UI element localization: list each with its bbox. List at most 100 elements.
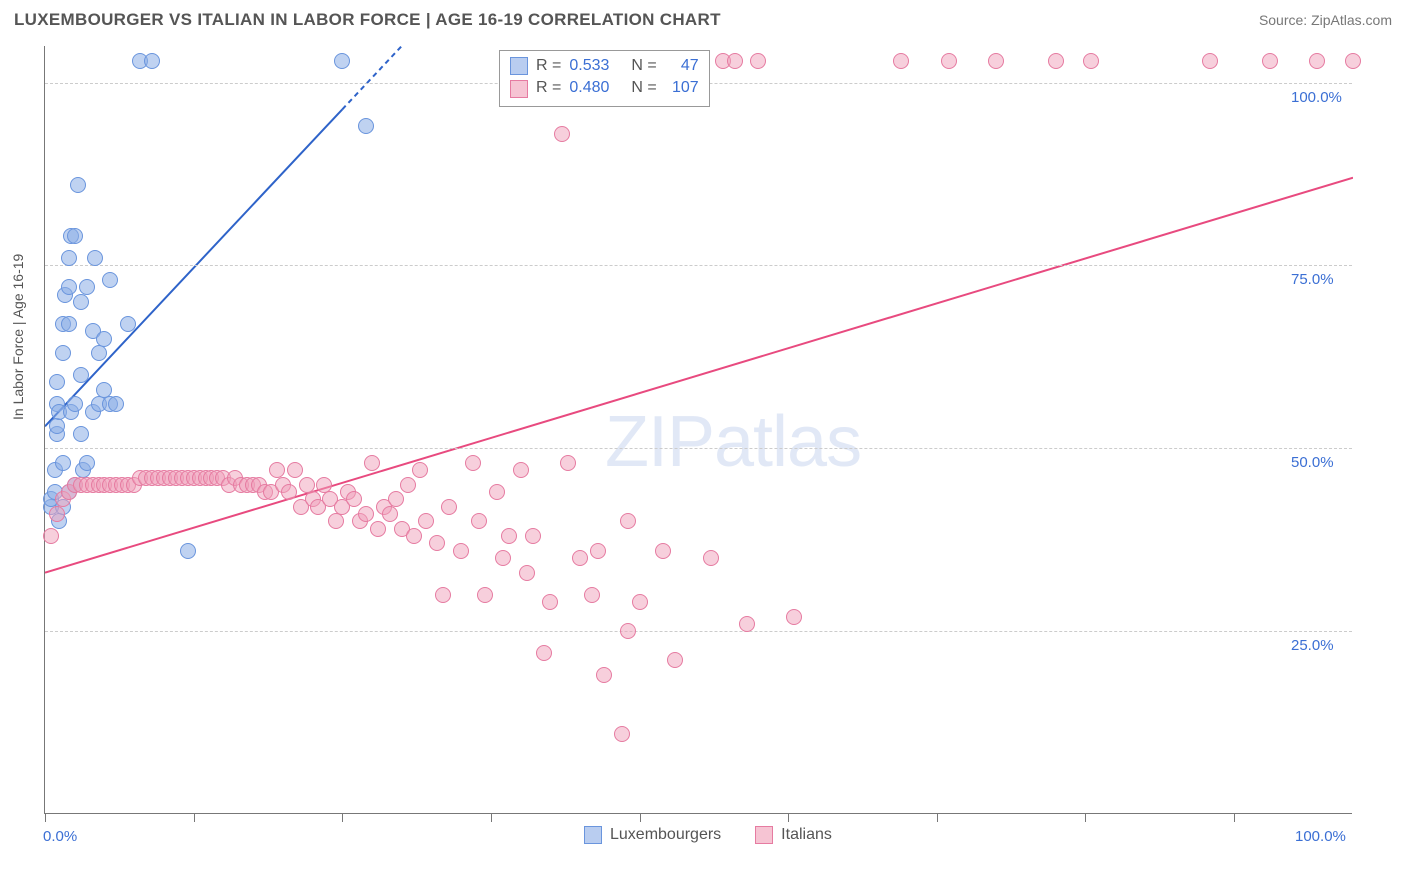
data-point [120,316,136,332]
data-point [49,418,65,434]
data-point [364,455,380,471]
data-point [560,455,576,471]
data-point [55,345,71,361]
data-point [596,667,612,683]
data-point [370,521,386,537]
data-point [727,53,743,69]
data-point [73,294,89,310]
y-tick-label: 100.0% [1291,89,1342,106]
data-point [453,543,469,559]
data-point [429,535,445,551]
n-value: 47 [665,55,699,77]
data-point [412,462,428,478]
data-point [435,587,451,603]
legend-item: Luxembourgers [584,826,721,844]
data-point [281,484,297,500]
data-point [79,455,95,471]
n-value: 107 [665,77,699,99]
legend-swatch [755,826,773,844]
data-point [471,513,487,529]
data-point [667,652,683,668]
y-tick-label: 75.0% [1291,271,1334,288]
data-point [525,528,541,544]
data-point [96,382,112,398]
x-tick [491,813,492,822]
data-point [96,331,112,347]
data-point [382,506,398,522]
data-point [87,250,103,266]
n-label: N = [631,77,656,99]
data-point [703,550,719,566]
data-point [406,528,422,544]
x-tick [937,813,938,822]
data-point [1262,53,1278,69]
data-point [786,609,802,625]
data-point [346,491,362,507]
data-point [614,726,630,742]
data-point [73,426,89,442]
data-point [61,250,77,266]
data-point [108,396,124,412]
data-point [441,499,457,515]
x-tick [194,813,195,822]
data-point [67,396,83,412]
y-axis-label: In Labor Force | Age 16-19 [10,254,26,420]
data-point [49,374,65,390]
legend-stat-row: R = 0.533 N = 47 [510,55,699,77]
data-point [572,550,588,566]
data-point [554,126,570,142]
data-point [620,623,636,639]
gridline [45,448,1352,449]
data-point [102,272,118,288]
data-point [328,513,344,529]
r-value: 0.480 [569,77,623,99]
data-point [61,279,77,295]
data-point [180,543,196,559]
legend-stats: R = 0.533 N = 47R = 0.480 N = 107 [499,50,710,107]
data-point [1202,53,1218,69]
data-point [1048,53,1064,69]
data-point [418,513,434,529]
data-point [1309,53,1325,69]
legend-item: Italians [755,826,832,844]
data-point [316,477,332,493]
data-point [750,53,766,69]
data-point [49,506,65,522]
n-label: N = [631,55,656,77]
data-point [400,477,416,493]
data-point [61,316,77,332]
data-point [388,491,404,507]
y-tick-label: 25.0% [1291,637,1334,654]
x-tick [1234,813,1235,822]
data-point [542,594,558,610]
data-point [513,462,529,478]
data-point [465,455,481,471]
data-point [739,616,755,632]
data-point [358,118,374,134]
x-axis-label-right: 100.0% [1295,828,1346,845]
data-point [67,228,83,244]
data-point [584,587,600,603]
data-point [590,543,606,559]
legend-swatch [510,57,528,75]
legend-label: Luxembourgers [610,826,721,844]
scatter-plot: ZIPatlas 25.0%50.0%75.0%100.0%0.0%100.0%… [44,46,1352,814]
legend-bottom: Luxembourgers Italians [584,826,832,844]
gridline [45,631,1352,632]
data-point [358,506,374,522]
data-point [519,565,535,581]
r-value: 0.533 [569,55,623,77]
data-point [55,455,71,471]
data-point [501,528,517,544]
data-point [43,528,59,544]
data-point [655,543,671,559]
data-point [536,645,552,661]
data-point [91,345,107,361]
x-tick [45,813,46,822]
data-point [79,279,95,295]
data-point [893,53,909,69]
r-label: R = [536,55,561,77]
data-point [632,594,648,610]
data-point [988,53,1004,69]
data-point [269,462,285,478]
